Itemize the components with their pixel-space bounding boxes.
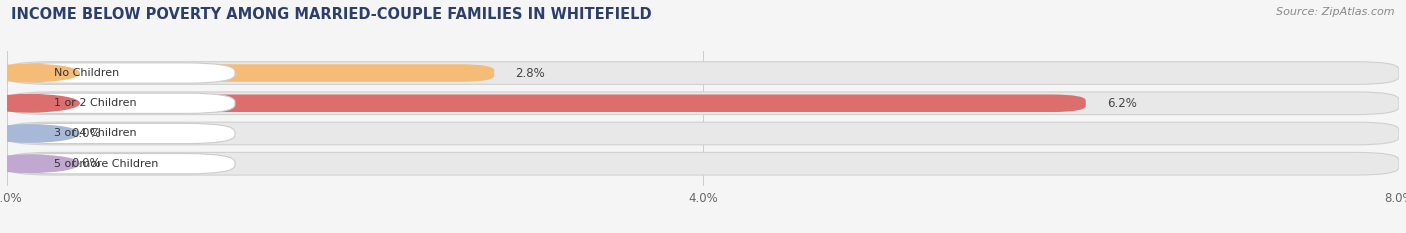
FancyBboxPatch shape — [7, 122, 1399, 145]
FancyBboxPatch shape — [8, 63, 235, 83]
Text: INCOME BELOW POVERTY AMONG MARRIED-COUPLE FAMILIES IN WHITEFIELD: INCOME BELOW POVERTY AMONG MARRIED-COUPL… — [11, 7, 652, 22]
Text: 6.2%: 6.2% — [1107, 97, 1136, 110]
Text: 3 or 4 Children: 3 or 4 Children — [53, 128, 136, 138]
FancyBboxPatch shape — [7, 95, 1085, 112]
FancyBboxPatch shape — [7, 92, 1399, 115]
FancyBboxPatch shape — [7, 64, 495, 82]
Text: 5 or more Children: 5 or more Children — [53, 159, 159, 169]
Text: 2.8%: 2.8% — [515, 67, 546, 79]
FancyBboxPatch shape — [7, 152, 1399, 175]
Text: Source: ZipAtlas.com: Source: ZipAtlas.com — [1277, 7, 1395, 17]
FancyBboxPatch shape — [7, 155, 51, 172]
Text: 1 or 2 Children: 1 or 2 Children — [53, 98, 136, 108]
FancyBboxPatch shape — [7, 62, 1399, 84]
Circle shape — [0, 155, 79, 172]
FancyBboxPatch shape — [8, 93, 235, 113]
Circle shape — [0, 95, 79, 112]
Text: 0.0%: 0.0% — [72, 157, 101, 170]
Circle shape — [0, 125, 79, 142]
Text: No Children: No Children — [53, 68, 120, 78]
Circle shape — [0, 64, 79, 82]
FancyBboxPatch shape — [7, 125, 51, 142]
Text: 0.0%: 0.0% — [72, 127, 101, 140]
FancyBboxPatch shape — [8, 154, 235, 174]
FancyBboxPatch shape — [8, 123, 235, 144]
